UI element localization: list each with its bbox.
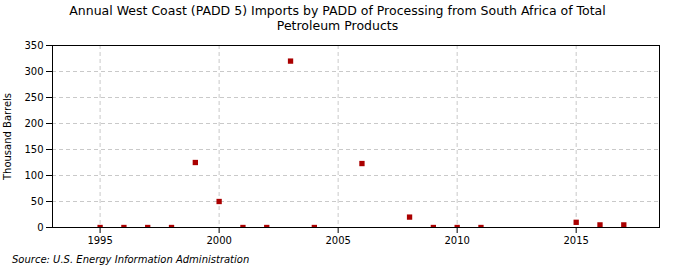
svg-text:250: 250 — [24, 92, 43, 103]
svg-text:1995: 1995 — [87, 235, 112, 246]
html-text:Source: U.S. Energy Informatio: Source: U.S. Energy Information Administ… — [12, 254, 250, 265]
svg-text:0: 0 — [37, 222, 43, 233]
svg-text:2015: 2015 — [563, 235, 588, 246]
svg-text:Thousand Barrels: Thousand Barrels — [2, 93, 13, 181]
html-text:Annual West Coast (PADD 5) Imp: Annual West Coast (PADD 5) Imports by PA… — [69, 3, 606, 33]
svg-text:2000: 2000 — [206, 235, 231, 246]
svg-text:300: 300 — [24, 66, 43, 77]
svg-text:350: 350 — [24, 40, 43, 51]
svg-text:50: 50 — [31, 196, 44, 207]
svg-text:2005: 2005 — [325, 235, 350, 246]
svg-text:150: 150 — [24, 144, 43, 155]
svg-text:200: 200 — [24, 118, 43, 129]
svg-text:2010: 2010 — [444, 235, 469, 246]
svg-text:100: 100 — [24, 170, 43, 181]
